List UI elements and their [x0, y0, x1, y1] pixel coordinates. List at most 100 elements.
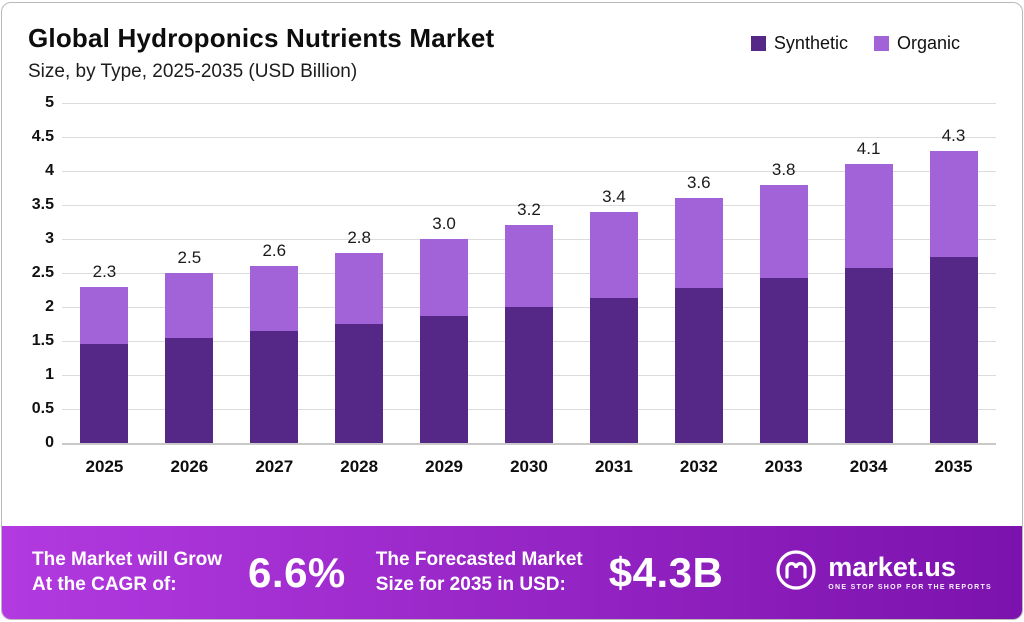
x-axis-label: 2031 — [594, 457, 633, 476]
y-axis: 5 4.5 4 3.5 3 2.5 2 1.5 1 0.5 0 — [16, 94, 62, 451]
page-subtitle: Size, by Type, 2025-2035 (USD Billion) — [28, 61, 358, 82]
x-axis-label: 2030 — [510, 457, 548, 476]
x-axis: 2025 2026 2027 2028 2029 2030 2031 2032 2033 2034… — [62, 445, 996, 477]
x-axis-label: 2028 — [340, 457, 379, 476]
bar-2033: 3.8 — [741, 160, 826, 443]
synthetic-segment — [250, 330, 299, 443]
bar-2027: 2.6 — [232, 241, 317, 443]
cagr-value: 6.6% — [248, 548, 346, 596]
y-tick-label: 2.5 — [31, 264, 54, 281]
organic-segment — [80, 286, 129, 345]
forecast-label-line2: Size for 2035 in USD: — [375, 573, 566, 595]
synthetic-segment — [504, 307, 553, 443]
bar-total-label: 3.4 — [602, 186, 626, 206]
organic-segment — [250, 266, 299, 331]
legend: Synthetic Organic — [750, 33, 960, 54]
x-axis-label: 2034 — [849, 457, 888, 476]
legend-item-organic: Organic — [873, 33, 960, 54]
bar-2028: 2.8 — [317, 228, 402, 443]
bar-total-label: 2.3 — [92, 261, 117, 281]
y-tick-label: 0.5 — [31, 400, 54, 417]
x-axis-label: 2026 — [170, 457, 209, 476]
bar-2029: 3.0 — [402, 214, 487, 443]
forecast-value: $4.3B — [608, 548, 724, 596]
bar-2030: 3.2 — [487, 200, 572, 443]
legend-item-synthetic: Synthetic — [750, 33, 848, 54]
x-axis-label: 2035 — [934, 457, 973, 476]
brand-tagline: ONE STOP SHOP FOR THE REPORTS — [828, 584, 992, 591]
bar-total-label: 4.1 — [856, 139, 881, 159]
header: Global Hydroponics Nutrients Market Size… — [2, 3, 1022, 89]
gridline — [62, 171, 996, 172]
y-tick-label: 3.5 — [31, 196, 54, 213]
bar-2035: 4.3 — [911, 126, 996, 443]
forecast-label-line1: The Forecasted Market — [375, 548, 583, 570]
organic-swatch-icon — [873, 36, 889, 51]
bar-total-label: 4.3 — [941, 125, 966, 145]
bar-2031: 3.4 — [571, 187, 656, 443]
brand-text-block: market.us ONE STOP SHOP FOR THE REPORTS — [828, 552, 992, 592]
chart: 5 4.5 4 3.5 3 2.5 2 1.5 1 0.5 0 2.3 2.5 2.6 2.8 3.0 3.2… — [2, 89, 1022, 477]
organic-segment — [504, 225, 553, 307]
organic-segment — [674, 198, 723, 288]
y-tick-label: 1 — [45, 366, 54, 383]
synthetic-segment — [80, 344, 129, 443]
bar-total-label: 3.8 — [771, 159, 796, 179]
y-tick-label: 1.5 — [31, 332, 54, 349]
cagr-label-line2: At the CAGR of: — [32, 573, 177, 595]
banner: The Market will Grow At the CAGR of: 6.6… — [2, 526, 1022, 619]
bar-total-label: 2.5 — [177, 248, 202, 268]
synthetic-segment — [589, 298, 638, 443]
gridline — [62, 103, 996, 104]
bar-2032: 3.6 — [656, 173, 741, 443]
forecast-label: The Forecasted Market Size for 2035 in U… — [376, 548, 583, 597]
bar-total-label: 3.6 — [686, 173, 711, 193]
bar-2034: 4.1 — [826, 139, 911, 443]
legend-label: Synthetic — [773, 33, 848, 53]
synthetic-segment — [674, 287, 723, 443]
brand-logo: market.us ONE STOP SHOP FOR THE REPORTS — [774, 548, 992, 597]
synthetic-swatch-icon — [750, 36, 766, 51]
plot-area: 2.3 2.5 2.6 2.8 3.0 3.2 3.4 3.6 3.8 4.1 4.3 — [62, 103, 996, 445]
synthetic-segment — [929, 257, 978, 443]
bar-total-label: 2.8 — [347, 227, 371, 247]
cagr-label: The Market will Grow At the CAGR of: — [32, 548, 222, 597]
synthetic-segment — [844, 268, 893, 443]
organic-segment — [165, 273, 214, 338]
synthetic-segment — [335, 324, 384, 443]
y-tick-label: 2 — [45, 298, 54, 315]
gridline — [62, 137, 996, 138]
x-axis-label: 2029 — [425, 457, 463, 476]
organic-segment — [335, 252, 384, 324]
x-axis-label: 2025 — [85, 457, 124, 476]
brand-name: market.us — [828, 552, 956, 582]
organic-segment — [589, 211, 638, 299]
page-title: Global Hydroponics Nutrients Market — [28, 23, 495, 53]
synthetic-segment — [759, 278, 808, 443]
y-tick-label: 0 — [45, 434, 54, 451]
bar-total-label: 2.6 — [262, 241, 287, 261]
synthetic-segment — [165, 337, 214, 443]
marketus-logo-icon — [774, 548, 818, 597]
y-tick-label: 3 — [45, 230, 54, 247]
bar-2026: 2.5 — [147, 248, 232, 443]
organic-segment — [759, 184, 808, 279]
y-tick-label: 4 — [45, 162, 54, 179]
gridline — [62, 205, 996, 206]
synthetic-segment — [420, 315, 469, 443]
bar-2025: 2.3 — [62, 262, 147, 443]
bar-total-label: 3.2 — [517, 200, 541, 220]
organic-segment — [844, 164, 893, 269]
bar-total-label: 3.0 — [432, 214, 456, 234]
y-tick-label: 5 — [45, 94, 54, 111]
y-tick-label: 4.5 — [31, 128, 54, 145]
legend-label: Organic — [896, 33, 960, 53]
organic-segment — [929, 150, 978, 258]
organic-segment — [420, 239, 469, 316]
x-axis-label: 2033 — [764, 457, 803, 476]
x-axis-label: 2027 — [255, 457, 294, 476]
plot-wrap: 2.3 2.5 2.6 2.8 3.0 3.2 3.4 3.6 3.8 4.1 4.3 2025 20… — [62, 103, 996, 477]
x-axis-label: 2032 — [679, 457, 718, 476]
cagr-label-line1: The Market will Grow — [32, 548, 223, 570]
